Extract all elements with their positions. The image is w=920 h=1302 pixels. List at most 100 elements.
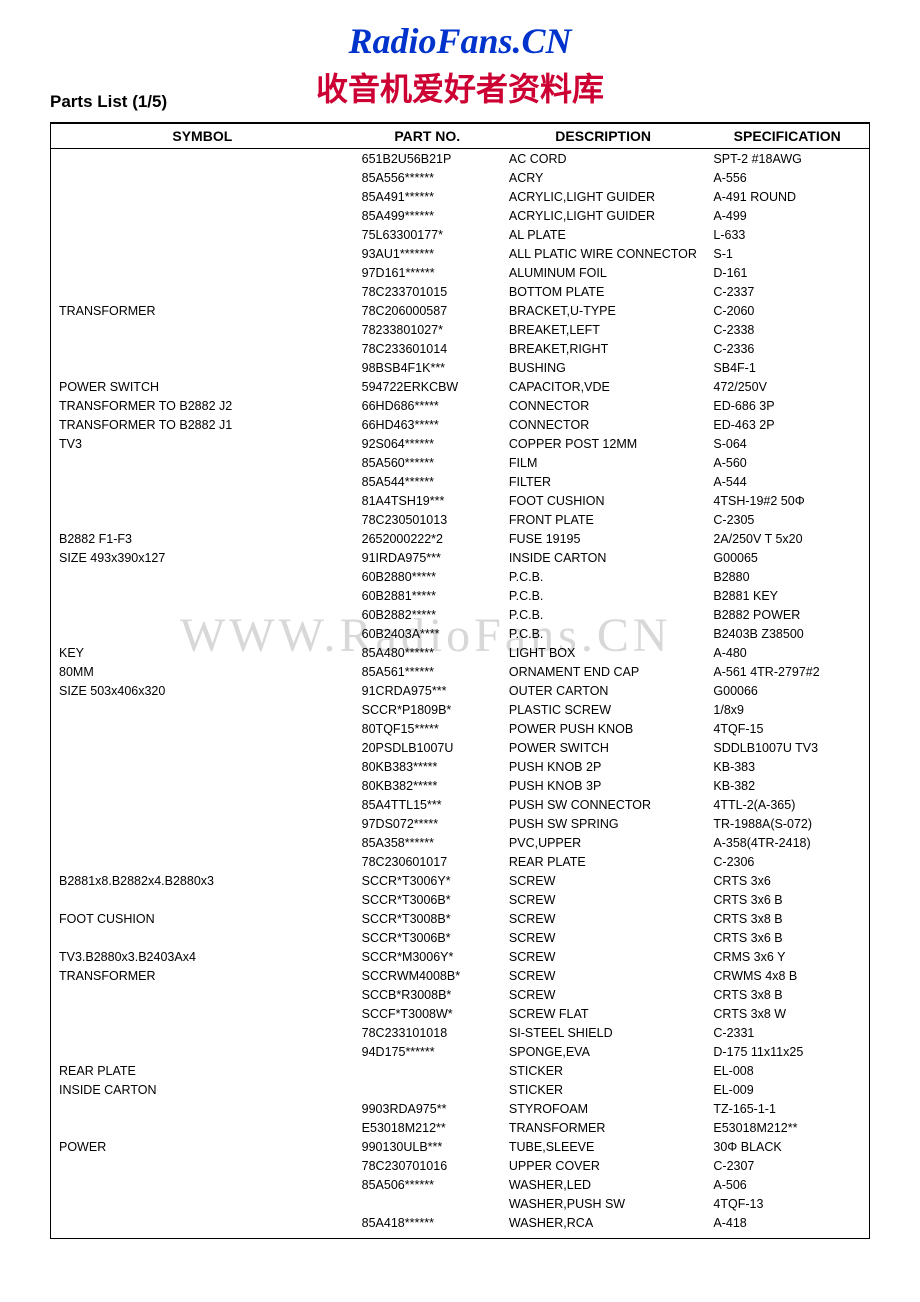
cell-specification: C-2337	[705, 282, 869, 301]
cell-specification: B2880	[705, 567, 869, 586]
cell-partno: 97DS072*****	[354, 814, 501, 833]
parts-table: SYMBOL PART NO. DESCRIPTION SPECIFICATIO…	[51, 122, 869, 1238]
cell-description: STYROFOAM	[501, 1099, 706, 1118]
cell-partno: 85A561******	[354, 662, 501, 681]
table-row: 85A4TTL15***PUSH SW CONNECTOR4TTL-2(A-36…	[51, 795, 869, 814]
cell-description: BREAKET,RIGHT	[501, 339, 706, 358]
cell-symbol: TRANSFORMER	[51, 301, 354, 320]
cell-partno: 60B2881*****	[354, 586, 501, 605]
cell-symbol	[51, 1213, 354, 1238]
table-row: 78233801027*BREAKET,LEFTC-2338	[51, 320, 869, 339]
page-title: Parts List (1/5)	[50, 92, 870, 112]
cell-partno: 2652000222*2	[354, 529, 501, 548]
cell-specification: S-064	[705, 434, 869, 453]
cell-symbol	[51, 320, 354, 339]
cell-symbol	[51, 814, 354, 833]
cell-specification: B2881 KEY	[705, 586, 869, 605]
table-row: 85A560******FILMA-560	[51, 453, 869, 472]
cell-description: P.C.B.	[501, 605, 706, 624]
table-row: TV392S064******COPPER POST 12MMS-064	[51, 434, 869, 453]
cell-description: SCREW	[501, 909, 706, 928]
cell-description: PUSH SW SPRING	[501, 814, 706, 833]
cell-specification: 2A/250V T 5x20	[705, 529, 869, 548]
cell-partno: SCCF*T3008W*	[354, 1004, 501, 1023]
cell-description: STICKER	[501, 1080, 706, 1099]
cell-symbol	[51, 719, 354, 738]
table-row: 20PSDLB1007UPOWER SWITCHSDDLB1007U TV3	[51, 738, 869, 757]
cell-partno: 66HD686*****	[354, 396, 501, 415]
cell-symbol	[51, 149, 354, 169]
cell-symbol: POWER SWITCH	[51, 377, 354, 396]
cell-description: WASHER,PUSH SW	[501, 1194, 706, 1213]
cell-description: SCREW	[501, 890, 706, 909]
table-row: 60B2880*****P.C.B.B2880	[51, 567, 869, 586]
cell-symbol: REAR PLATE	[51, 1061, 354, 1080]
table-row: B2881x8.B2882x4.B2880x3SCCR*T3006Y*SCREW…	[51, 871, 869, 890]
table-row: 93AU1*******ALL PLATIC WIRE CONNECTORS-1	[51, 244, 869, 263]
cell-partno: 85A560******	[354, 453, 501, 472]
table-row: KEY85A480******LIGHT BOXA-480	[51, 643, 869, 662]
cell-partno: 85A506******	[354, 1175, 501, 1194]
cell-description: CONNECTOR	[501, 396, 706, 415]
cell-symbol: POWER	[51, 1137, 354, 1156]
cell-specification: S-1	[705, 244, 869, 263]
cell-symbol	[51, 605, 354, 624]
watermark-container: WWW.RadioFans.CN SYMBOL PART NO. DESCRIP…	[50, 122, 870, 1239]
cell-symbol: FOOT CUSHION	[51, 909, 354, 928]
cell-description: WASHER,LED	[501, 1175, 706, 1194]
cell-symbol	[51, 1042, 354, 1061]
table-row: REAR PLATESTICKEREL-008	[51, 1061, 869, 1080]
table-row: SIZE 503x406x32091CRDA975***OUTER CARTON…	[51, 681, 869, 700]
table-row: SCCR*T3006B*SCREWCRTS 3x6 B	[51, 928, 869, 947]
col-header-partno: PART NO.	[354, 123, 501, 149]
table-row: 78C233601014BREAKET,RIGHTC-2336	[51, 339, 869, 358]
table-row: 78C230701016UPPER COVERC-2307	[51, 1156, 869, 1175]
cell-specification: ED-686 3P	[705, 396, 869, 415]
table-row: 85A556******ACRYA-556	[51, 168, 869, 187]
table-row: WASHER,PUSH SW4TQF-13	[51, 1194, 869, 1213]
cell-partno: SCCR*T3008B*	[354, 909, 501, 928]
cell-symbol	[51, 339, 354, 358]
cell-specification: 1/8x9	[705, 700, 869, 719]
cell-specification: CRWMS 4x8 B	[705, 966, 869, 985]
cell-partno: 85A480******	[354, 643, 501, 662]
table-row: SIZE 493x390x12791IRDA975***INSIDE CARTO…	[51, 548, 869, 567]
table-row: 97DS072*****PUSH SW SPRINGTR-1988A(S-072…	[51, 814, 869, 833]
cell-specification: C-2331	[705, 1023, 869, 1042]
cell-symbol	[51, 244, 354, 263]
cell-description: UPPER COVER	[501, 1156, 706, 1175]
cell-description: P.C.B.	[501, 567, 706, 586]
cell-symbol	[51, 586, 354, 605]
cell-symbol	[51, 358, 354, 377]
cell-partno: 91CRDA975***	[354, 681, 501, 700]
cell-description: TRANSFORMER	[501, 1118, 706, 1137]
cell-partno	[354, 1194, 501, 1213]
cell-specification: C-2305	[705, 510, 869, 529]
cell-specification: C-2060	[705, 301, 869, 320]
cell-specification: G00065	[705, 548, 869, 567]
cell-description: POWER PUSH KNOB	[501, 719, 706, 738]
table-row: TRANSFORMER78C206000587BRACKET,U-TYPEC-2…	[51, 301, 869, 320]
cell-description: FILTER	[501, 472, 706, 491]
table-row: SCCR*P1809B*PLASTIC SCREW1/8x9	[51, 700, 869, 719]
cell-specification: 4TSH-19#2 50Φ	[705, 491, 869, 510]
cell-specification: E53018M212**	[705, 1118, 869, 1137]
table-row: 80MM85A561******ORNAMENT END CAPA-561 4T…	[51, 662, 869, 681]
cell-partno: 80TQF15*****	[354, 719, 501, 738]
table-row: TRANSFORMERSCCRWM4008B*SCREWCRWMS 4x8 B	[51, 966, 869, 985]
cell-symbol	[51, 282, 354, 301]
table-row: 60B2403A****P.C.B.B2403B Z38500	[51, 624, 869, 643]
brand-title: RadioFans.CN	[50, 20, 870, 62]
cell-partno: 85A4TTL15***	[354, 795, 501, 814]
table-row: 85A358******PVC,UPPERA-358(4TR-2418)	[51, 833, 869, 852]
table-row: 80TQF15*****POWER PUSH KNOB4TQF-15	[51, 719, 869, 738]
cell-description: SI-STEEL SHIELD	[501, 1023, 706, 1042]
cell-specification: C-2336	[705, 339, 869, 358]
cell-partno: 85A358******	[354, 833, 501, 852]
cell-specification: KB-382	[705, 776, 869, 795]
table-row: 85A544******FILTERA-544	[51, 472, 869, 491]
table-row: 98BSB4F1K***BUSHINGSB4F-1	[51, 358, 869, 377]
cell-symbol: TRANSFORMER TO B2882 J1	[51, 415, 354, 434]
table-row: 9903RDA975**STYROFOAMTZ-165-1-1	[51, 1099, 869, 1118]
cell-partno: 60B2880*****	[354, 567, 501, 586]
